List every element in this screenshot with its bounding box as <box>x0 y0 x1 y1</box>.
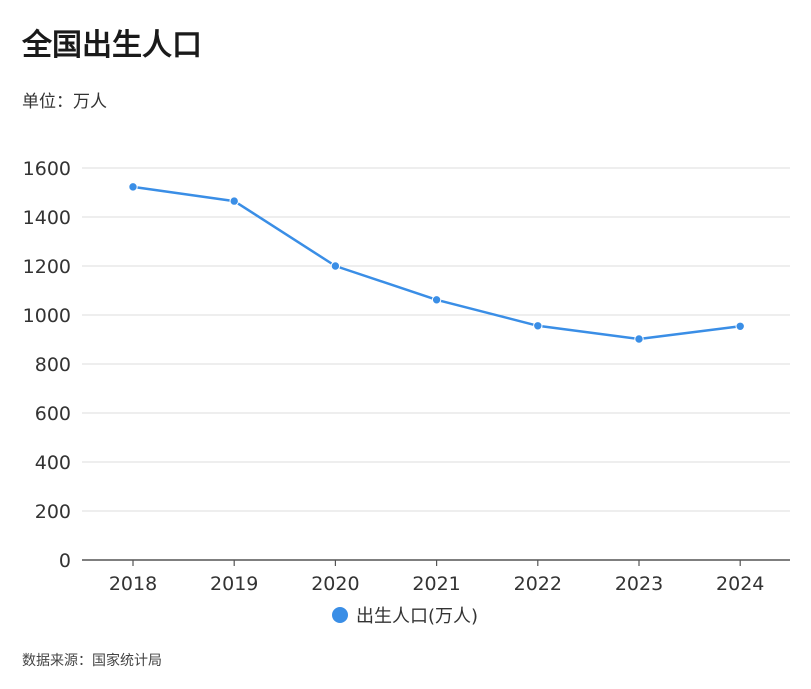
legend-marker <box>332 607 348 623</box>
unit-label: 单位：万人 <box>22 92 107 112</box>
y-tick-label: 600 <box>35 403 71 425</box>
y-tick-label: 0 <box>59 550 71 572</box>
data-source: 数据来源：国家统计局 <box>22 653 162 669</box>
x-tick-label: 2019 <box>210 573 258 595</box>
data-point-2023[interactable] <box>634 334 644 344</box>
gridlines <box>82 167 790 512</box>
x-tick-label: 2024 <box>716 573 764 595</box>
chart-title: 全国出生人口 <box>22 28 202 63</box>
x-tick-label: 2020 <box>311 573 359 595</box>
data-point-2019[interactable] <box>229 196 239 206</box>
data-point-2021[interactable] <box>431 295 442 305</box>
data-point-2018[interactable] <box>128 182 138 192</box>
data-point-2020[interactable] <box>330 261 341 271</box>
series-line <box>132 185 741 341</box>
x-tick-label: 2018 <box>109 573 157 595</box>
y-tick-label: 1200 <box>23 256 71 278</box>
y-tick-label: 400 <box>35 452 71 474</box>
x-tick-label: 2022 <box>514 573 562 595</box>
y-tick-label: 1000 <box>23 305 71 327</box>
y-tick-label: 200 <box>35 501 71 523</box>
data-point-2022[interactable] <box>533 321 543 331</box>
y-tick-label: 1600 <box>23 158 71 180</box>
data-point-2024[interactable] <box>735 321 745 331</box>
y-axis-ticks: 0 200 400 600 800 1000 1200 1400 1600 <box>23 158 71 572</box>
y-tick-label: 800 <box>35 354 71 376</box>
legend-label: 出生人口(万人) <box>356 606 478 627</box>
y-tick-label: 1400 <box>23 207 71 229</box>
legend-item[interactable]: 出生人口(万人) <box>332 606 478 627</box>
x-tick-label: 2021 <box>412 573 460 595</box>
x-tick-label: 2023 <box>615 573 663 595</box>
x-axis: 2018 2019 2020 2021 2022 2023 2024 <box>82 559 790 595</box>
legend: 出生人口(万人) <box>332 606 478 627</box>
series <box>128 182 745 344</box>
